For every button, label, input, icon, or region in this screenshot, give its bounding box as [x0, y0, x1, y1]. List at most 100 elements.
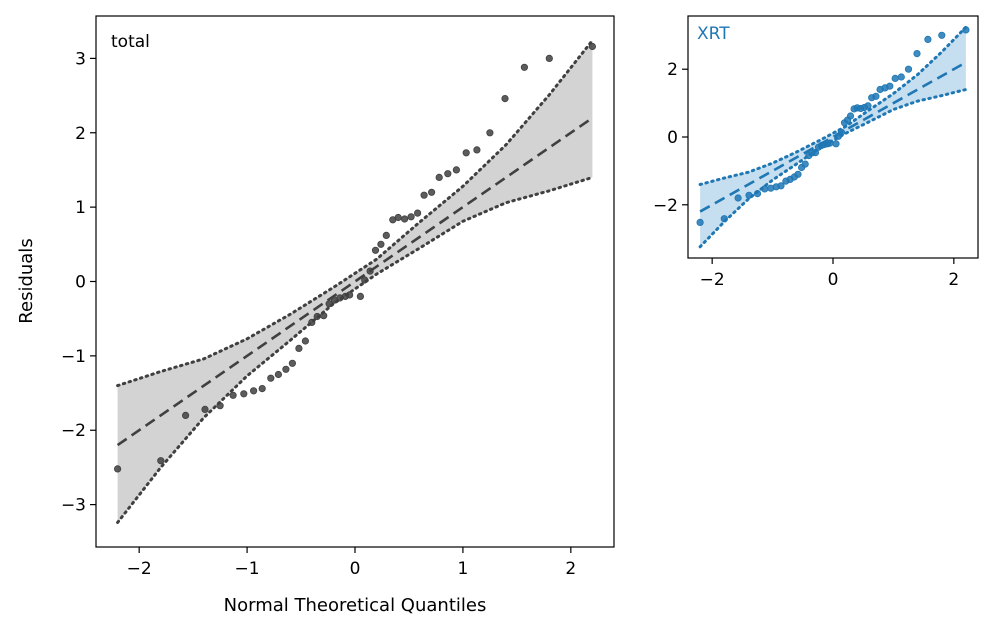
xrt-y-tick-label: 0 — [667, 128, 678, 148]
xrt-data-point — [938, 31, 946, 39]
total-data-point — [486, 129, 494, 137]
total-y-tick-label: −2 — [61, 421, 86, 441]
xrt-data-point — [753, 190, 762, 198]
total-data-point — [371, 246, 380, 254]
xrt-data-point — [913, 49, 921, 58]
total-data-point — [182, 411, 190, 419]
y-axis-label: Residuals — [16, 238, 37, 323]
total-data-point — [282, 365, 290, 373]
total-data-point — [394, 213, 402, 222]
xrt-confidence-band — [700, 27, 966, 247]
xrt-data-point — [794, 170, 802, 178]
total-confidence-band-group — [116, 39, 594, 524]
total-data-point — [229, 391, 237, 399]
total-data-point — [400, 215, 409, 223]
total-data-point — [201, 405, 209, 413]
xrt-data-point — [864, 102, 872, 110]
xrt-x-tick-label: 2 — [948, 270, 959, 290]
xrt-panel-label: XRT — [697, 24, 730, 44]
total-data-point — [308, 318, 316, 326]
xrt-data-point — [897, 73, 905, 81]
xrt-data-point — [734, 194, 742, 202]
total-data-point — [427, 188, 436, 196]
total-data-point — [520, 63, 529, 71]
total-data-point — [325, 300, 333, 308]
total-y-tick-label: −1 — [61, 347, 86, 367]
xrt-panel: −2 0 2 −2 0 2 XRT — [653, 15, 979, 290]
xrt-band-upper-bound — [698, 25, 968, 186]
xrt-data-point — [872, 92, 880, 100]
total-data-point — [435, 173, 443, 181]
total-confidence-band — [117, 40, 593, 523]
total-data-point — [301, 337, 309, 345]
total-x-tick-label: 0 — [350, 559, 361, 579]
total-panel: −2 −1 0 1 2 −3 −2 −1 0 1 2 3 total Normal Theoreti… — [16, 15, 615, 616]
total-data-point — [356, 292, 364, 300]
total-data-point — [216, 402, 224, 410]
total-data-point — [501, 95, 509, 103]
total-data-point — [274, 370, 282, 379]
total-reference-line-group — [116, 116, 594, 447]
total-data-point — [258, 384, 266, 393]
total-x-tick-label: 1 — [458, 559, 469, 579]
xrt-data-point — [832, 140, 840, 148]
xrt-data-point — [745, 191, 753, 199]
total-y-ticks: −3 −2 −1 0 1 2 3 — [61, 49, 96, 516]
x-axis-label: Normal Theoretical Quantiles — [224, 595, 487, 616]
xrt-x-tick-label: 0 — [828, 270, 839, 290]
total-data-point — [413, 209, 422, 217]
xrt-data-point — [696, 218, 704, 226]
total-data-point — [345, 291, 354, 299]
xrt-data-point — [801, 160, 809, 168]
xrt-band-lower-bound — [698, 88, 968, 249]
total-data-point — [320, 312, 328, 320]
total-data-point — [382, 231, 390, 239]
xrt-axes-frame — [687, 15, 979, 259]
xrt-y-ticks: −2 0 2 — [653, 60, 688, 216]
xrt-data-point — [777, 182, 785, 190]
total-data-point — [240, 390, 248, 398]
xrt-data-point — [811, 149, 820, 157]
xrt-x-ticks: −2 0 2 — [700, 258, 959, 290]
xrt-y-tick-label: 2 — [667, 60, 678, 80]
total-y-tick-label: 1 — [75, 198, 86, 218]
total-data-point — [452, 166, 460, 174]
total-reference-line — [116, 116, 594, 447]
total-y-tick-label: −3 — [61, 496, 86, 516]
total-data-point — [444, 170, 452, 178]
total-x-tick-label: 2 — [565, 559, 576, 579]
xrt-points-group — [696, 26, 970, 226]
total-data-point — [114, 465, 122, 473]
xrt-data-point — [761, 185, 769, 193]
xrt-x-tick-label: −2 — [700, 270, 725, 290]
xrt-data-point — [846, 112, 855, 120]
total-points-group — [114, 42, 597, 473]
total-panel-label: total — [111, 32, 150, 52]
total-data-point — [462, 149, 470, 157]
xrt-data-point — [904, 65, 913, 73]
total-data-point — [377, 240, 385, 248]
xrt-data-point — [826, 139, 834, 147]
total-band-lower-bound — [116, 175, 594, 524]
total-data-point — [407, 213, 415, 221]
total-band-upper-bound — [116, 39, 594, 388]
xrt-data-point — [962, 26, 970, 34]
total-data-point — [288, 359, 296, 367]
total-data-point — [295, 344, 303, 352]
total-data-point — [366, 267, 374, 275]
total-data-point — [473, 146, 481, 154]
total-data-point — [313, 312, 321, 321]
xrt-data-point — [720, 215, 728, 223]
total-data-point — [250, 387, 258, 395]
total-x-ticks: −2 −1 0 1 2 — [127, 547, 576, 579]
total-x-tick-label: −2 — [127, 559, 152, 579]
xrt-data-point — [924, 35, 932, 44]
total-y-tick-label: 2 — [75, 124, 86, 144]
xrt-data-point — [886, 82, 894, 90]
total-data-point — [588, 42, 597, 51]
xrt-data-point — [891, 74, 899, 83]
total-x-tick-label: −1 — [235, 559, 260, 579]
total-data-point — [157, 457, 165, 465]
